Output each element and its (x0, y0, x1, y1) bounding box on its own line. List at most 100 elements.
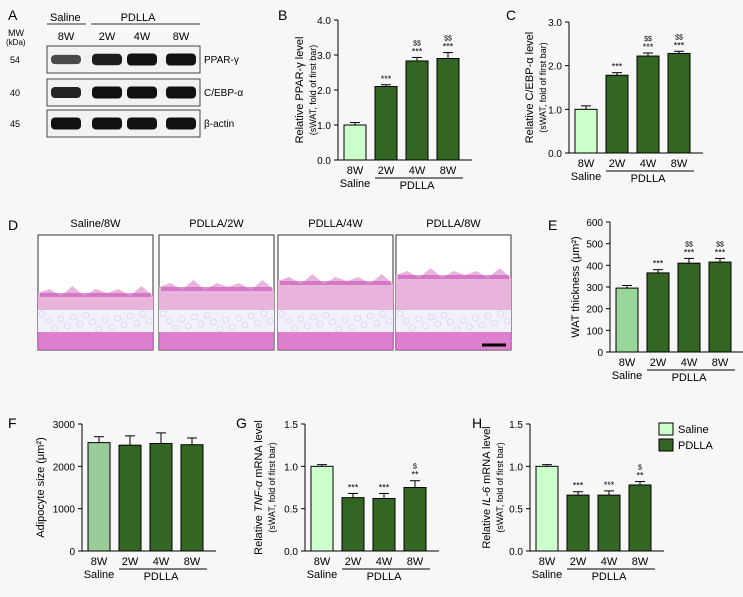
histology-image-4 (395, 234, 512, 351)
epidermis-line (161, 287, 272, 291)
x-tick-label-4: 8W (712, 357, 729, 369)
y-axis-sublabel: (sWAT, fold of first bar) (495, 442, 505, 533)
adipocyte-cell (191, 313, 198, 321)
y-tick-label: 0.0 (284, 547, 298, 558)
adipocyte-cell (114, 314, 121, 322)
y-tick-label: 0 (597, 348, 603, 359)
bar-2 (646, 272, 670, 353)
histology-image-2 (158, 234, 275, 351)
epidermis-line (40, 293, 151, 297)
y-axis-label: Relative PPAR-γ level (294, 37, 306, 144)
dollar-mark-3: $$ (644, 36, 652, 43)
y-tick-label: 1.0 (284, 462, 298, 473)
adipocyte-cell (379, 310, 387, 318)
significance-mark-2: *** (612, 62, 623, 72)
bar-4 (436, 58, 460, 161)
blot-lane-2: 2W (99, 31, 116, 43)
muscle-layer (396, 332, 511, 350)
y-axis-label-gene: IL-6 (481, 486, 493, 506)
significance-mark-4: *** (443, 42, 454, 52)
adipocyte-cell (133, 319, 140, 327)
y-tick-label: 1.5 (509, 420, 523, 431)
x-tick-label-4: 8W (440, 165, 457, 177)
panel-label-h: H (472, 415, 482, 431)
adipocyte-cell (459, 316, 467, 324)
bar-4 (403, 487, 427, 552)
x-tick-label-1: 8W (347, 165, 364, 177)
adipocyte-cell (396, 310, 404, 318)
panel-label-f: F (8, 415, 17, 431)
adipocyte-cell (373, 319, 380, 327)
chart-g: 0.0 0.5 1.0 1.5 Relative TNF-α mRNA level (sW… (253, 420, 439, 583)
significance-mark-2: *** (573, 481, 584, 491)
adipocyte-cell (229, 323, 236, 331)
dollar-mark-4: $$ (444, 36, 452, 43)
adipocyte-cell (491, 319, 498, 327)
adipocyte-cell (120, 321, 128, 329)
group-label-saline: Saline (612, 370, 643, 382)
blot-protein-2: C/EBP-α (204, 88, 243, 99)
bar-2 (374, 86, 398, 161)
histology-title-3: PDLLA/4W (308, 218, 363, 230)
y-axis-label: Relative C/EBP-α level (524, 32, 536, 144)
y-axis-label-part: Relative (253, 512, 265, 555)
adipocyte-cell (203, 311, 211, 319)
x-tick-label-3: 4W (681, 357, 698, 369)
blot-band-1-1 (51, 54, 81, 65)
adipocyte-cell (159, 310, 167, 318)
group-label-pdlla: PDLLA (367, 571, 403, 583)
histology-title-2: PDLLA/2W (189, 218, 244, 230)
bar-1 (535, 465, 559, 552)
y-tick-label: 1.5 (284, 420, 298, 431)
y-tick-label: 3.0 (317, 51, 331, 62)
bar-3 (597, 494, 621, 552)
significance-mark-3: *** (379, 482, 390, 492)
panel-label-a: A (8, 7, 18, 23)
histology-image-3 (277, 234, 394, 351)
significance-mark-2: *** (348, 482, 359, 492)
adipocyte-cell (222, 316, 230, 324)
adipocyte-cell (484, 312, 492, 320)
blot-band-2-4 (166, 86, 196, 99)
bar-4 (667, 52, 691, 154)
blot-band-1-4 (166, 53, 196, 66)
group-label-saline: Saline (340, 178, 371, 190)
blot-band-3-2 (92, 117, 122, 130)
adipocyte-cell (247, 312, 255, 320)
y-tick-label: 0.0 (317, 156, 331, 167)
x-tick-label-2: 2W (570, 556, 587, 568)
adipocyte-cell (322, 311, 330, 319)
bar-3 (677, 262, 701, 353)
x-tick-label-4: 8W (407, 556, 424, 568)
adipocyte-cell (126, 312, 134, 320)
adipocyte-cell (266, 317, 274, 325)
y-axis-label: WAT thickness (μm²) (570, 236, 582, 337)
adipocyte-cell (347, 323, 355, 331)
histology-title-1: Saline/8W (70, 218, 121, 230)
group-label-pdlla: PDLLA (592, 571, 628, 583)
adipocyte-cell (303, 322, 311, 330)
adipocyte-cell (465, 323, 473, 331)
adipocyte-cell (178, 315, 186, 323)
y-tick-label: 0.0 (509, 547, 523, 558)
significance-mark-4: *** (674, 40, 685, 50)
y-tick-label: 0.5 (509, 505, 523, 516)
dollar-mark-4: $$ (716, 241, 724, 248)
adipocyte-cell (329, 318, 336, 326)
bar-3 (149, 442, 173, 552)
x-tick-label-2: 2W (122, 556, 139, 568)
legend-swatch-2 (658, 438, 674, 452)
y-axis-sublabel: (sWAT, fold of first bar) (538, 42, 548, 133)
blot-group-saline: Saline (50, 12, 81, 24)
adipocyte-cell (197, 320, 205, 328)
adipocyte-cell (38, 310, 46, 318)
x-tick-label-3: 4W (601, 556, 618, 568)
bar-4 (180, 444, 204, 552)
panel-label-g: G (236, 415, 247, 431)
significance-mark-4: *** (715, 247, 726, 257)
muscle-layer (38, 332, 153, 350)
adipocyte-cell (354, 314, 361, 322)
group-label-pdlla: PDLLA (672, 372, 708, 384)
adipocyte-cell (241, 321, 249, 329)
